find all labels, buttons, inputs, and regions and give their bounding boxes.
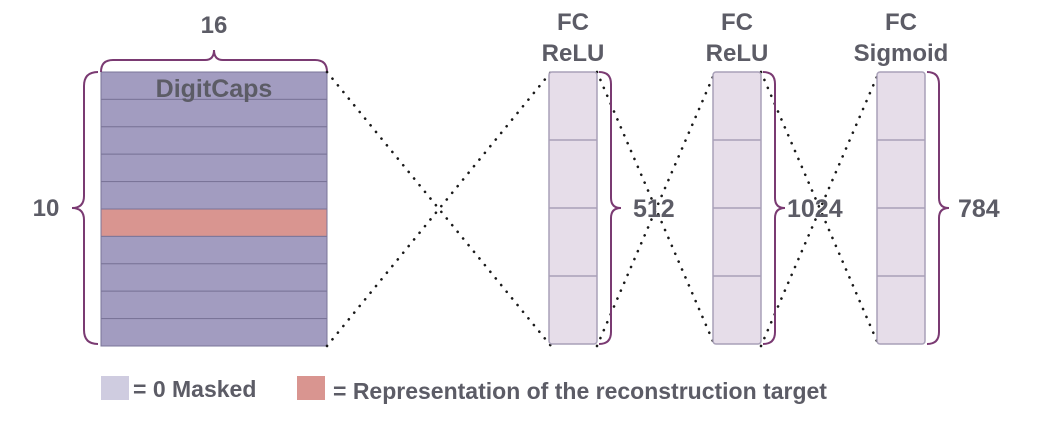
dotted-connection-line xyxy=(595,70,717,348)
fc-layer-type-label: FC xyxy=(721,9,753,36)
fc-layer-activation-label: Sigmoid xyxy=(854,40,949,67)
capsule-row xyxy=(100,71,328,100)
dotted-connection-line xyxy=(325,70,553,348)
dotted-connections xyxy=(325,70,881,348)
fc-layer-size-label: 784 xyxy=(958,195,1000,223)
fc-layer-type-label: FC xyxy=(885,9,917,36)
capsule-row xyxy=(100,181,328,210)
capsule-row xyxy=(100,235,328,265)
width-brace xyxy=(100,49,328,73)
capsule-row xyxy=(100,126,328,155)
fc-layer-type-label: FC xyxy=(557,9,589,36)
capsule-row xyxy=(100,318,328,347)
capsule-row xyxy=(100,153,328,183)
legend-masked-label: = 0 Masked xyxy=(133,376,257,402)
fc-layer: FC ReLU 512 xyxy=(542,9,675,345)
height-brace xyxy=(71,71,99,345)
fc-layer-size-brace xyxy=(598,71,622,345)
digitcaps-title: DigitCaps xyxy=(156,75,273,103)
height-label: 10 xyxy=(33,195,60,222)
dotted-connection-line xyxy=(759,70,881,348)
dotted-connection-line xyxy=(595,70,717,348)
fc-layer-size-label: 512 xyxy=(633,195,675,223)
digitcaps-block: DigitCaps xyxy=(100,71,328,347)
fc-layer: FC Sigmoid 784 xyxy=(854,9,1000,345)
dotted-connection-line xyxy=(759,70,881,348)
fc-layer-size-label: 1024 xyxy=(787,195,843,223)
fc-layer: FC ReLU 1024 xyxy=(706,9,843,345)
dotted-connection-line xyxy=(325,70,553,348)
capsule-row xyxy=(100,290,328,320)
legend-masked-swatch xyxy=(101,376,129,400)
fc-layers: FC ReLU 512 FC ReLU 1024 FC Sigmoid 784 xyxy=(542,9,1000,345)
fc-layer-activation-label: ReLU xyxy=(542,40,605,67)
capsule-row xyxy=(100,98,328,128)
legend-target-label: = Representation of the reconstruction t… xyxy=(333,378,827,404)
legend-target-swatch xyxy=(297,376,325,400)
fc-layer-size-brace xyxy=(926,71,950,345)
width-label: 16 xyxy=(201,12,228,39)
fc-layer-size-brace xyxy=(762,71,786,345)
capsule-row-target xyxy=(100,208,328,237)
fc-layer-activation-label: ReLU xyxy=(706,40,769,67)
capsule-row xyxy=(100,263,328,292)
